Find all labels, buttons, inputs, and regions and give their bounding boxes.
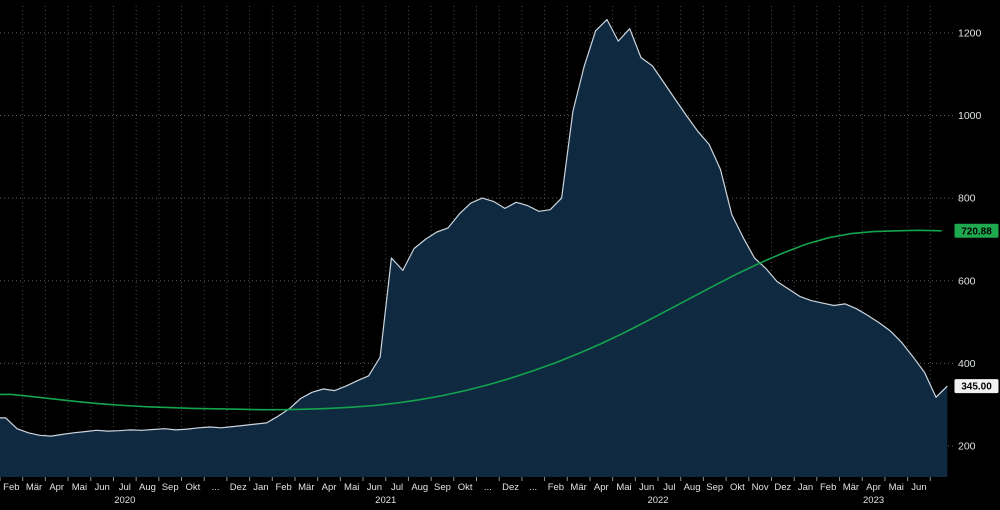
y-axis-tick-label: 600 [958,275,976,287]
x-axis-month-label: Feb [548,482,564,493]
x-axis-month-label: Okt [185,482,200,493]
x-axis-month-label: Apr [866,482,881,493]
x-axis-month-label: Aug [684,482,701,493]
x-axis-month-label: Mai [344,482,359,493]
x-axis-month-label: Jul [663,482,675,493]
x-axis-month-label: Sep [706,482,723,493]
x-axis-month-label: Mai [616,482,631,493]
ma-price-badge-text: 720.88 [961,226,992,237]
x-axis-month-label: Dez [230,482,247,493]
x-axis-month-label: Mär [298,482,314,493]
x-axis-month-label: Feb [275,482,291,493]
x-axis-month-label: Apr [594,482,609,493]
last-price-badge-box [954,379,999,394]
x-axis-month-label: Jun [367,482,382,493]
y-axis-tick-label: 800 [958,193,976,205]
x-axis-month-label: Sep [162,482,179,493]
x-axis-month-label: Mär [843,482,859,493]
y-axis-tick-label: 400 [958,358,976,370]
x-axis-month-label: Nov [752,482,769,493]
x-axis-month-label: Apr [322,482,337,493]
x-axis-month-label: Jun [639,482,654,493]
x-axis-year-label: 2023 [863,495,884,506]
x-axis-month-label: Feb [820,482,836,493]
x-axis-year-label: 2021 [375,495,396,506]
price-line [0,19,948,437]
x-axis-month-label: Mai [72,482,87,493]
x-axis-month-label: Dez [774,482,791,493]
x-axis-month-label: Dez [502,482,519,493]
x-axis-month-label: Aug [139,482,156,493]
last-price-badge-text: 345.00 [961,382,992,393]
x-axis-month-label: Jun [94,482,109,493]
x-axis-month-label: Okt [458,482,473,493]
ma-price-badge-box [954,223,999,238]
moving-average-line [0,229,942,411]
x-axis-month-label: Okt [730,482,745,493]
x-axis-month-label: Jan [798,482,813,493]
x-axis-month-label: ... [212,482,220,493]
x-axis-month-label: Mai [889,482,904,493]
y-axis-tick-label: 1200 [958,27,982,39]
x-axis-month-label: Feb [3,482,19,493]
x-axis-month-label: Jun [911,482,926,493]
x-axis-year-label: 2020 [114,495,135,506]
y-axis-tick-label: 1000 [958,110,982,122]
x-axis-month-label: Sep [434,482,451,493]
x-axis-month-label: Mär [26,482,42,493]
x-axis-month-label: Mär [570,482,586,493]
x-axis-month-label: ... [484,482,492,493]
x-axis-month-label: Jul [391,482,403,493]
y-axis-tick-label: 200 [958,441,976,453]
x-axis-month-label: Aug [411,482,428,493]
x-axis-year-label: 2022 [647,495,668,506]
x-axis-month-label: Jan [253,482,268,493]
x-axis-month-label: ... [529,482,537,493]
x-axis-month-label: Jul [119,482,131,493]
x-axis-month-label: Apr [49,482,64,493]
price-area-fill [0,19,948,477]
